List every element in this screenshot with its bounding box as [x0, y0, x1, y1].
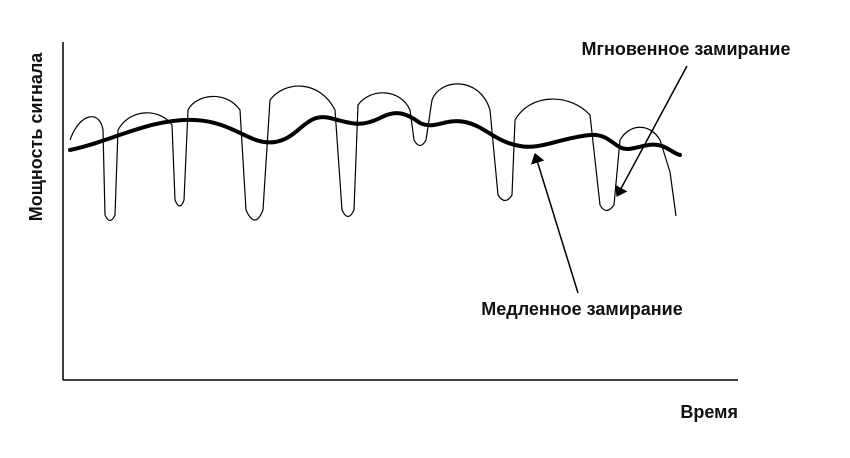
slow-fading-arrow [530, 153, 579, 294]
x-axis-label: Время [680, 402, 738, 422]
slow-fading-label: Медленное замирание [481, 299, 682, 319]
slow-fading-curve [68, 111, 682, 157]
fast-fading-arrow [615, 65, 688, 197]
fast-fading-curve [69, 83, 677, 222]
fast-fading-label: Мгновенное замирание [581, 39, 790, 59]
y-axis-label: Мощность сигнала [26, 52, 46, 222]
